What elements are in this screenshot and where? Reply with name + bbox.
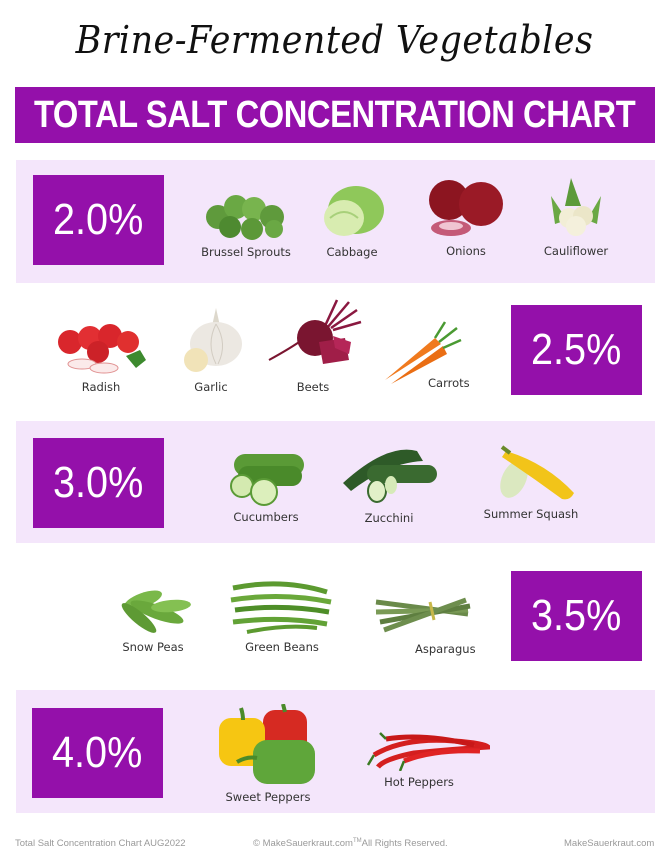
veg-label: Summer Squash: [483, 507, 579, 521]
veg-label: Radish: [81, 380, 121, 394]
zucchini-icon: [343, 449, 437, 503]
concentration-value: 3.5%: [531, 591, 622, 640]
concentration-value: 4.0%: [52, 728, 143, 777]
concentration-value: 2.0%: [53, 195, 144, 244]
concentration-value: 3.0%: [53, 458, 144, 507]
veg-zucchini: Zucchini: [334, 443, 444, 525]
veg-snow-peas: Snow Peas: [98, 584, 208, 654]
veg-label: Beets: [296, 380, 330, 394]
veg-sweet-peppers: Sweet Peppers: [213, 704, 323, 804]
sweet-peppers-icon: [219, 704, 315, 784]
footer-left: Total Salt Concentration Chart AUG2022: [15, 838, 186, 849]
veg-garlic: Garlic: [156, 306, 266, 394]
banner-title: TOTAL SALT CONCENTRATION CHART: [34, 93, 636, 136]
footer-rights-text: All Rights Reserved.: [361, 838, 448, 850]
concentration-badge-4-0: 4.0%: [32, 708, 163, 798]
veg-radish: Radish: [46, 312, 156, 394]
veg-label: Snow Peas: [122, 640, 184, 654]
veg-cucumbers: Cucumbers: [211, 448, 321, 524]
onions-icon: [429, 180, 503, 236]
beets-icon: [268, 299, 362, 364]
veg-summer-squash: Summer Squash: [476, 443, 586, 521]
veg-cabbage: Cabbage: [297, 182, 407, 259]
script-title: Brine-Fermented Vegetables: [75, 18, 594, 62]
veg-label: Sweet Peppers: [225, 790, 311, 804]
concentration-badge-3-0: 3.0%: [33, 438, 164, 528]
asparagus-icon: [375, 597, 471, 633]
veg-beets: Beets: [258, 298, 368, 394]
carrots-icon: [385, 321, 462, 384]
trademark-mark: TM: [352, 838, 362, 844]
cabbage-icon: [324, 186, 384, 236]
veg-label: Brussel Sprouts: [201, 245, 291, 259]
veg-label: Garlic: [194, 380, 228, 394]
veg-onions: Onions: [411, 176, 521, 258]
concentration-badge-3-5: 3.5%: [511, 571, 642, 661]
green-beans-icon: [230, 581, 332, 634]
veg-asparagus: Asparagus: [367, 584, 477, 656]
hot-peppers-icon: [366, 732, 490, 771]
title-banner: TOTAL SALT CONCENTRATION CHART: [15, 87, 655, 143]
veg-carrots: Carrots: [372, 318, 482, 390]
veg-label: Carrots: [428, 376, 470, 390]
veg-label: Cabbage: [326, 245, 378, 259]
snow-peas-icon: [121, 590, 191, 633]
footer-site-link[interactable]: MakeSauerkraut.com: [564, 838, 655, 849]
concentration-value: 2.5%: [531, 325, 622, 374]
cauliflower-icon: [551, 178, 601, 236]
summer-squash-icon: [500, 445, 574, 500]
veg-label: Zucchini: [364, 511, 414, 525]
veg-hot-peppers: Hot Peppers: [364, 725, 490, 789]
veg-cauliflower: Cauliflower: [521, 176, 631, 258]
garlic-icon: [184, 308, 242, 372]
concentration-badge-2-5: 2.5%: [511, 305, 642, 395]
veg-label: Asparagus: [415, 642, 476, 656]
brussel-sprouts-icon: [206, 195, 284, 240]
veg-label: Cauliflower: [543, 244, 609, 258]
veg-brussel-sprouts: Brussel Sprouts: [191, 185, 301, 259]
veg-label: Cucumbers: [233, 510, 299, 524]
cucumbers-icon: [230, 454, 304, 506]
footer-copyright: © MakeSauerkraut.comTMAll Rights Reserve…: [253, 838, 448, 849]
footer-copyright-text: © MakeSauerkraut.com: [253, 838, 353, 850]
veg-label: Green Beans: [245, 640, 319, 654]
veg-label: Hot Peppers: [384, 775, 454, 789]
veg-label: Onions: [446, 244, 486, 258]
concentration-badge-2-0: 2.0%: [33, 175, 164, 265]
radish-icon: [58, 324, 146, 374]
veg-green-beans: Green Beans: [227, 578, 337, 654]
